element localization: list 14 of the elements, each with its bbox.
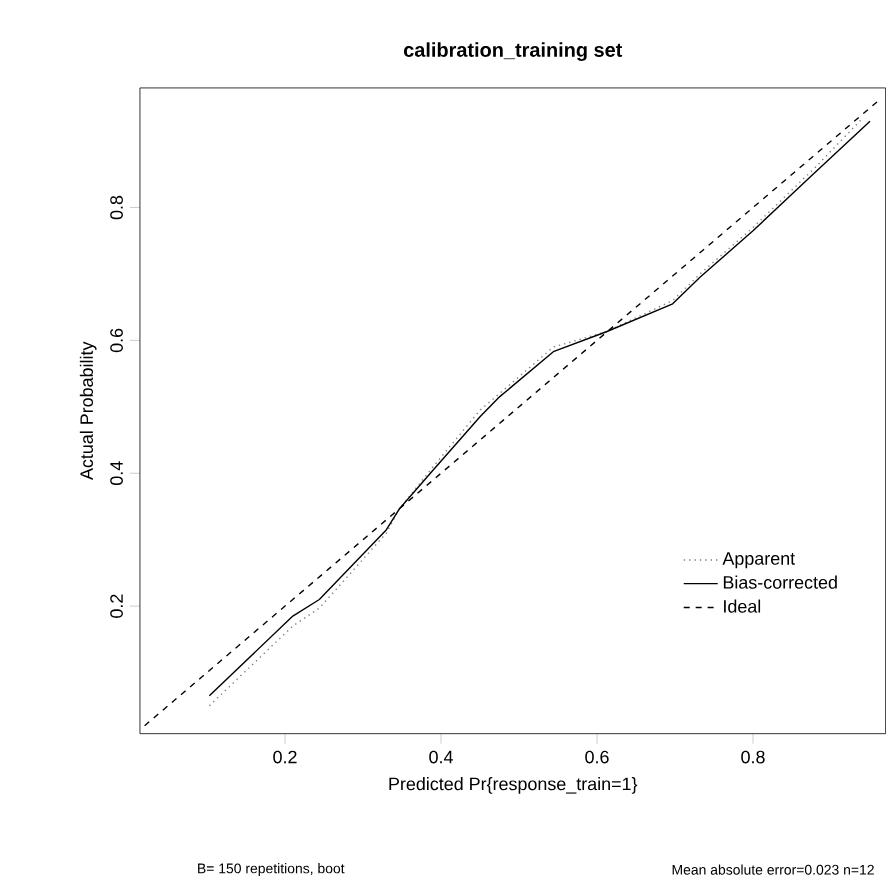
- y-tick-label: 0.4: [110, 461, 123, 486]
- legend-label: Ideal: [724, 599, 761, 613]
- x-tick-label: 0.6: [585, 750, 609, 764]
- y-tick-label: 0.8: [110, 196, 123, 220]
- x-axis-title: Predicted Pr{response_train=1}: [389, 777, 638, 794]
- legend-label: Bias-corrected: [723, 575, 837, 589]
- x-tick-label: 0.2: [273, 750, 297, 764]
- legend-label: Apparent: [722, 552, 796, 569]
- y-tick-label: 0.2: [110, 594, 123, 619]
- y-axis-title: Actual Probability: [79, 341, 97, 481]
- y-tick-label: 0.6: [110, 328, 123, 353]
- x-tick-label: 0.8: [741, 750, 765, 764]
- chart-title: calibration_training set: [403, 42, 623, 62]
- x-tick-label: 0.4: [429, 750, 453, 764]
